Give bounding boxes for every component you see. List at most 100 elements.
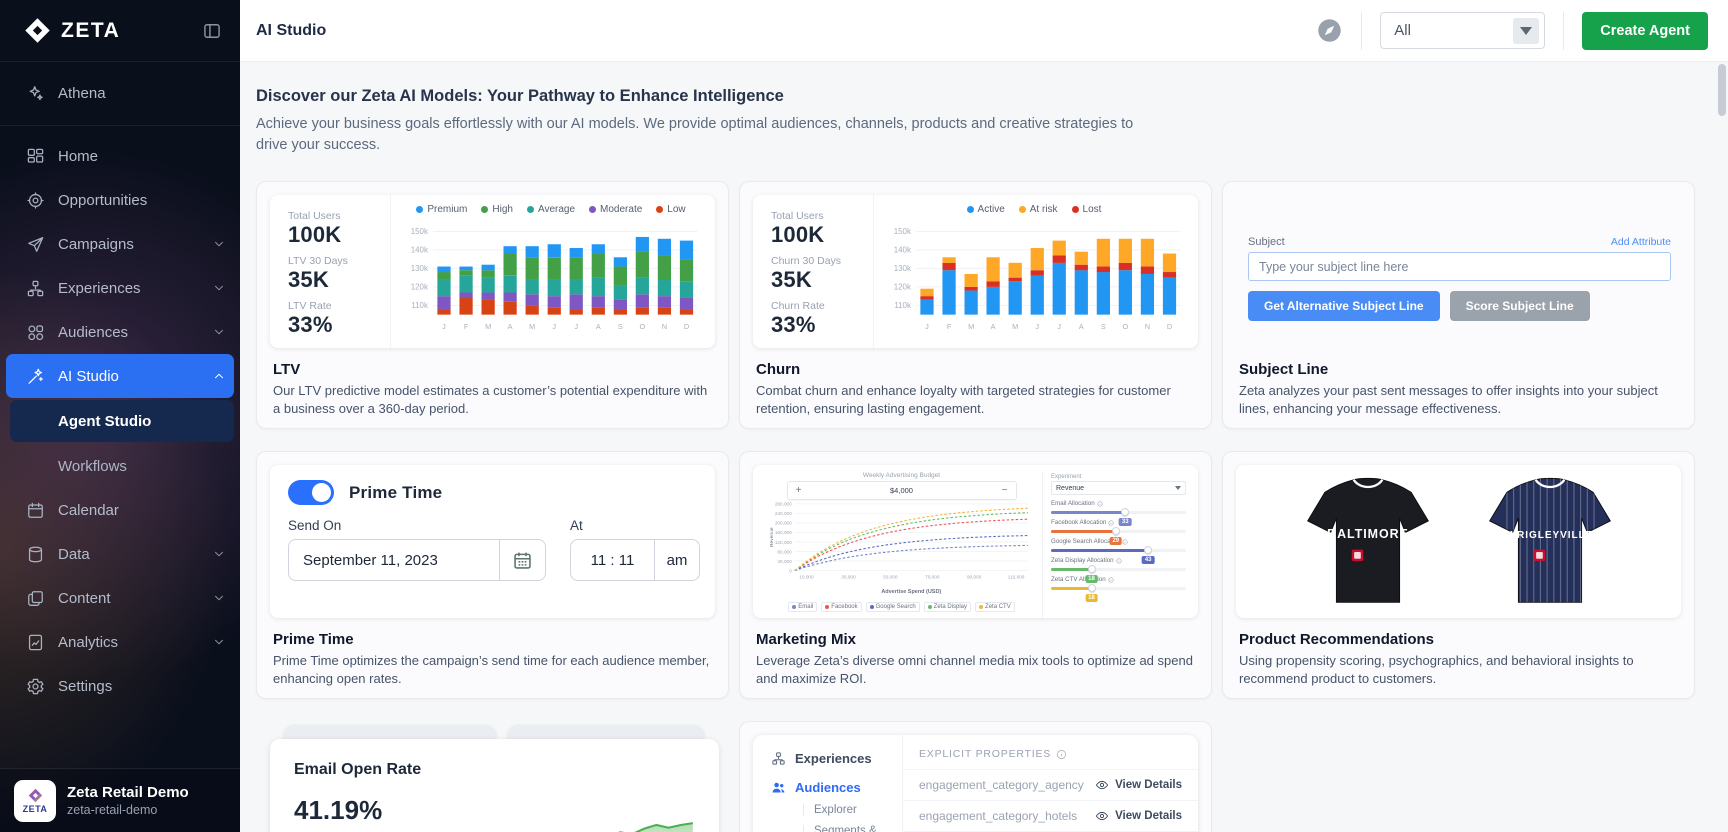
svg-text:150k: 150k (411, 227, 428, 236)
property-name: engagement_category_hotels (919, 809, 1078, 824)
add-attribute-link[interactable]: Add Attribute (1610, 236, 1671, 249)
svg-text:110,000: 110,000 (1008, 575, 1025, 580)
prime-time-title: Prime Time (273, 631, 354, 649)
calendar-icon[interactable] (499, 540, 545, 581)
svg-text:A: A (1079, 322, 1084, 331)
mix-legend-item[interactable]: Email (788, 602, 818, 613)
mix-slider-knob[interactable] (1111, 527, 1120, 536)
sidebar-collapse-icon[interactable] (202, 21, 222, 41)
subject-line-title: Subject Line (1239, 361, 1329, 379)
sidebar-item-settings[interactable]: Settings (0, 664, 240, 708)
sidebar-item-label: Experiences (58, 279, 141, 297)
sidebar-item-opportunities[interactable]: Opportunities (0, 178, 240, 222)
agent-filter-select[interactable]: All (1380, 12, 1546, 49)
property-rows: engagement_category_agency View Details … (903, 769, 1198, 832)
sidebar-item-data[interactable]: Data (0, 532, 240, 576)
meridiem-value[interactable]: am (666, 551, 688, 569)
mini-nav-sub-item[interactable]: Explorer (803, 804, 894, 817)
mix-legend-item[interactable]: Google Search (865, 602, 920, 613)
mix-slider-knob[interactable] (1087, 584, 1096, 593)
prime-time-toggle[interactable] (288, 480, 334, 506)
mix-legend-item[interactable]: Zeta CTV (975, 602, 1015, 613)
subject-line-input[interactable] (1248, 252, 1671, 282)
sidebar-item-workflows[interactable]: Workflows (0, 444, 240, 488)
mix-metric-select[interactable]: Revenue (1051, 481, 1186, 496)
svg-text:A: A (508, 322, 513, 331)
budget-increase-button[interactable]: + (795, 485, 802, 497)
sidebar-item-content[interactable]: Content (0, 576, 240, 620)
mix-slider-track[interactable]: 33 (1051, 508, 1186, 527)
mix-slider-track[interactable]: 18 (1051, 565, 1186, 584)
score-subject-button[interactable]: Score Subject Line (1449, 291, 1590, 322)
svg-text:110k: 110k (894, 301, 911, 310)
ltv-card[interactable]: Total Users 100K LTV 30 Days 35K LTV Rate … (256, 181, 729, 430)
divider (1563, 11, 1565, 50)
sidebar-item-ai-studio[interactable]: AI Studio (6, 354, 234, 398)
prime-time-card[interactable]: Prime Time Send On September 11, 2023 (256, 451, 729, 700)
sidebar-item-experiences[interactable]: Experiences (0, 266, 240, 310)
legend-item: Low (656, 204, 686, 215)
product-image-jersey: WRIGLEYVILLE (1488, 477, 1611, 603)
view-details-button[interactable]: View Details (1095, 809, 1182, 823)
topbar: AI Studio All Create Agent (240, 0, 1728, 62)
svg-text:A: A (596, 322, 601, 331)
scrollbar-thumb[interactable] (1718, 64, 1726, 116)
stat-label: LTV 30 Days (288, 255, 348, 268)
view-details-button[interactable]: View Details (1095, 778, 1182, 792)
marketing-mix-title: Marketing Mix (756, 631, 857, 649)
get-alternative-subject-button[interactable]: Get Alternative Subject Line (1248, 291, 1440, 322)
svg-text:40,000: 40,000 (777, 559, 792, 564)
product-image-jersey: BALTIMORE (1306, 477, 1429, 603)
mix-legend-item[interactable]: Zeta Display (923, 602, 972, 613)
prime-time-description: Prime Time optimizes the campaign’s send… (273, 653, 710, 686)
email-open-rate-card[interactable]: Email Open Rate 41.19% 1M - 1.9M 12.3% (256, 721, 729, 832)
create-agent-button[interactable]: Create Agent (1582, 11, 1708, 50)
sidebar-item-calendar[interactable]: Calendar (0, 488, 240, 532)
budget-decrease-button[interactable]: − (1001, 485, 1008, 497)
ltv-description: Our LTV predictive model estimates a cus… (273, 383, 708, 416)
chevron-down-icon (212, 281, 226, 295)
sidebar-item-home[interactable]: Home (0, 134, 240, 178)
svg-text:120k: 120k (411, 283, 428, 292)
chevron-down-icon[interactable] (1513, 17, 1540, 44)
mix-slider-track[interactable]: 29 (1051, 527, 1186, 546)
explicit-properties-card[interactable]: Experiences Audiences Explorer Segments & … (739, 721, 1212, 832)
marketing-mix-card[interactable]: Weekly Advertising Budget + $4,000 − 280… (739, 451, 1212, 700)
mini-nav-sub-item[interactable]: Segments & Lists (803, 825, 894, 832)
mix-slider-knob[interactable] (1144, 546, 1153, 555)
sidebar-item-label: Opportunities (58, 191, 148, 209)
sidebar: ZETA Athena Home Opportunities Campaigns… (0, 0, 240, 832)
mini-nav-item[interactable]: Audiences (771, 780, 894, 795)
budget-label: Weekly Advertising Budget (862, 472, 941, 480)
mix-slider-knob[interactable] (1087, 565, 1096, 574)
pages-icon (26, 589, 45, 608)
send-on-date-input[interactable]: September 11, 2023 (288, 539, 546, 582)
workspace-switcher[interactable]: ZETA Zeta Retail Demo zeta-retail-demo (0, 768, 240, 832)
sidebar-item-audiences[interactable]: Audiences (0, 310, 240, 354)
sidebar-item-agent-studio[interactable]: Agent Studio (10, 400, 234, 442)
mix-legend-item[interactable]: Facebook (821, 602, 862, 613)
sidebar-item-campaigns[interactable]: Campaigns (0, 222, 240, 266)
explicit-properties-header: EXPLICIT PROPERTIES (919, 748, 1052, 761)
marketing-mix-description: Leverage Zeta’s diverse omni channel med… (756, 653, 1193, 686)
database-icon (26, 545, 45, 564)
mix-slider-knob[interactable] (1121, 508, 1130, 517)
mix-slider-track[interactable]: 43 (1051, 546, 1186, 565)
mini-nav-item[interactable]: Experiences (771, 751, 894, 766)
zeta-logo-icon (25, 18, 50, 43)
mix-sliders-panel: Experiment Revenue Email Allocation 33 F… (1042, 472, 1190, 619)
stat-label: Churn Rate (771, 300, 825, 313)
svg-text:D: D (1167, 322, 1172, 331)
churn-description: Combat churn and enhance loyalty with ta… (756, 383, 1171, 416)
mix-slider-track[interactable]: 18 (1051, 584, 1186, 603)
sidebar-item-athena[interactable]: Athena (0, 62, 240, 126)
sidebar-item-analytics[interactable]: Analytics (0, 620, 240, 664)
svg-text:280,000: 280,000 (775, 502, 792, 507)
time-input[interactable]: 11 : 11 am (570, 539, 700, 582)
product-recommendations-card[interactable]: BALTIMORE WRIGLEYVILLE Product Recommend… (1222, 451, 1695, 700)
mix-slider-label: Facebook Allocation (1051, 519, 1186, 526)
subject-line-card[interactable]: Subject Add Attribute Get Alternative Su… (1222, 181, 1695, 430)
churn-card[interactable]: Total Users 100K Churn 30 Days 35K Churn R… (739, 181, 1212, 430)
svg-text:WRIGLEYVILLE: WRIGLEYVILLE (1506, 530, 1593, 541)
compass-icon[interactable] (1316, 17, 1343, 44)
